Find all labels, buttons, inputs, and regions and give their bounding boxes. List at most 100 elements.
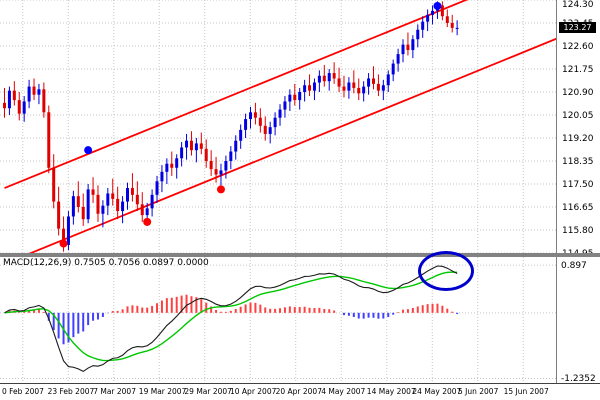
candle (421, 21, 425, 30)
candle (322, 75, 326, 82)
candle (130, 188, 134, 195)
candle (185, 140, 189, 148)
candle (244, 119, 248, 130)
current-price-badge: 123.27 (559, 22, 596, 34)
candle (234, 140, 238, 152)
candle (278, 109, 282, 118)
candle (455, 27, 459, 29)
candle (37, 89, 41, 95)
candle (116, 198, 120, 212)
time-tick-label: 19 Mar 2007 (138, 387, 187, 396)
buy-signal-dot (433, 1, 442, 10)
time-axis[interactable]: 0 Feb 2007 23 Feb 2007 7 Mar 2007 19 Mar 20… (0, 384, 600, 400)
candle (367, 78, 371, 87)
candle (145, 208, 149, 216)
candle (283, 101, 287, 110)
candle (126, 188, 129, 202)
candle (352, 82, 356, 88)
price-tick-label: 118.35 (562, 156, 594, 167)
macd-tick-label: -1.2352 (561, 373, 596, 384)
macd-pane[interactable] (0, 257, 556, 383)
candle (229, 151, 233, 161)
candle (381, 85, 385, 91)
price-tick-label: 124.30 (562, 0, 594, 10)
candle (199, 143, 203, 149)
price-tick-label: 119.20 (562, 133, 594, 144)
candle (411, 39, 415, 51)
candle (337, 78, 341, 87)
time-tick-label: 10 Apr 2007 (230, 387, 277, 396)
candle (416, 29, 420, 40)
price-tick-label: 116.65 (562, 202, 594, 213)
time-tick-label: 5 Jun 2007 (458, 387, 499, 396)
macd-chart-canvas (0, 257, 556, 383)
candle (42, 89, 46, 113)
candle (440, 5, 444, 17)
candle (91, 189, 95, 195)
macd-line (4, 265, 458, 373)
price-pane[interactable] (0, 0, 556, 253)
candle (273, 117, 277, 128)
candle (106, 193, 110, 206)
price-tick-label: 121.75 (562, 64, 594, 75)
candle (239, 129, 243, 141)
candle (189, 140, 193, 151)
candle (27, 86, 31, 102)
price-tick-label: 120.05 (562, 110, 594, 121)
candle (57, 201, 61, 229)
candle (298, 92, 302, 101)
candle (450, 23, 454, 28)
price-tick-label: 120.90 (562, 87, 594, 98)
time-tick-label: 29 Mar 2007 (184, 387, 232, 396)
candle (209, 161, 213, 170)
candle (445, 16, 449, 23)
macd-axis: 0.897 -1.2352 (557, 257, 600, 384)
candle (396, 54, 400, 64)
candle (317, 75, 321, 83)
candle (3, 102, 6, 109)
candle (401, 44, 405, 55)
candle (121, 201, 125, 212)
candle (76, 196, 80, 207)
time-tick-label: 24 May 2007 (412, 387, 462, 396)
candle (342, 86, 346, 91)
candle (155, 181, 159, 195)
candle (249, 112, 252, 120)
time-tick-label: 23 Feb 2007 (47, 387, 95, 396)
candle (62, 228, 66, 245)
candle (332, 73, 336, 79)
sell-signal-dot (143, 217, 152, 226)
candle (357, 87, 361, 94)
candle (71, 196, 75, 217)
price-chart-canvas (0, 0, 556, 253)
candles-group (3, 1, 459, 252)
candle (135, 194, 139, 205)
candle (204, 148, 208, 161)
candle (32, 86, 36, 95)
candle (293, 94, 297, 101)
candle (263, 125, 267, 134)
candle (386, 74, 390, 86)
candle (268, 127, 272, 134)
candle (219, 170, 223, 175)
candle (96, 194, 100, 214)
pane-separator[interactable] (0, 253, 600, 257)
candle (22, 101, 26, 114)
candle (160, 171, 164, 182)
candle (312, 82, 316, 91)
candle (372, 78, 375, 84)
candle (308, 85, 312, 91)
candle (303, 85, 307, 92)
candle (253, 112, 257, 118)
sell-signal-dot (216, 185, 225, 194)
candle (175, 158, 179, 168)
candle (194, 143, 198, 151)
candle (327, 73, 331, 82)
candle (170, 163, 174, 168)
candle (150, 194, 154, 209)
time-tick-label: 0 Feb 2007 (2, 387, 44, 396)
candle (140, 204, 144, 216)
candle (111, 193, 115, 199)
candle (391, 63, 395, 75)
